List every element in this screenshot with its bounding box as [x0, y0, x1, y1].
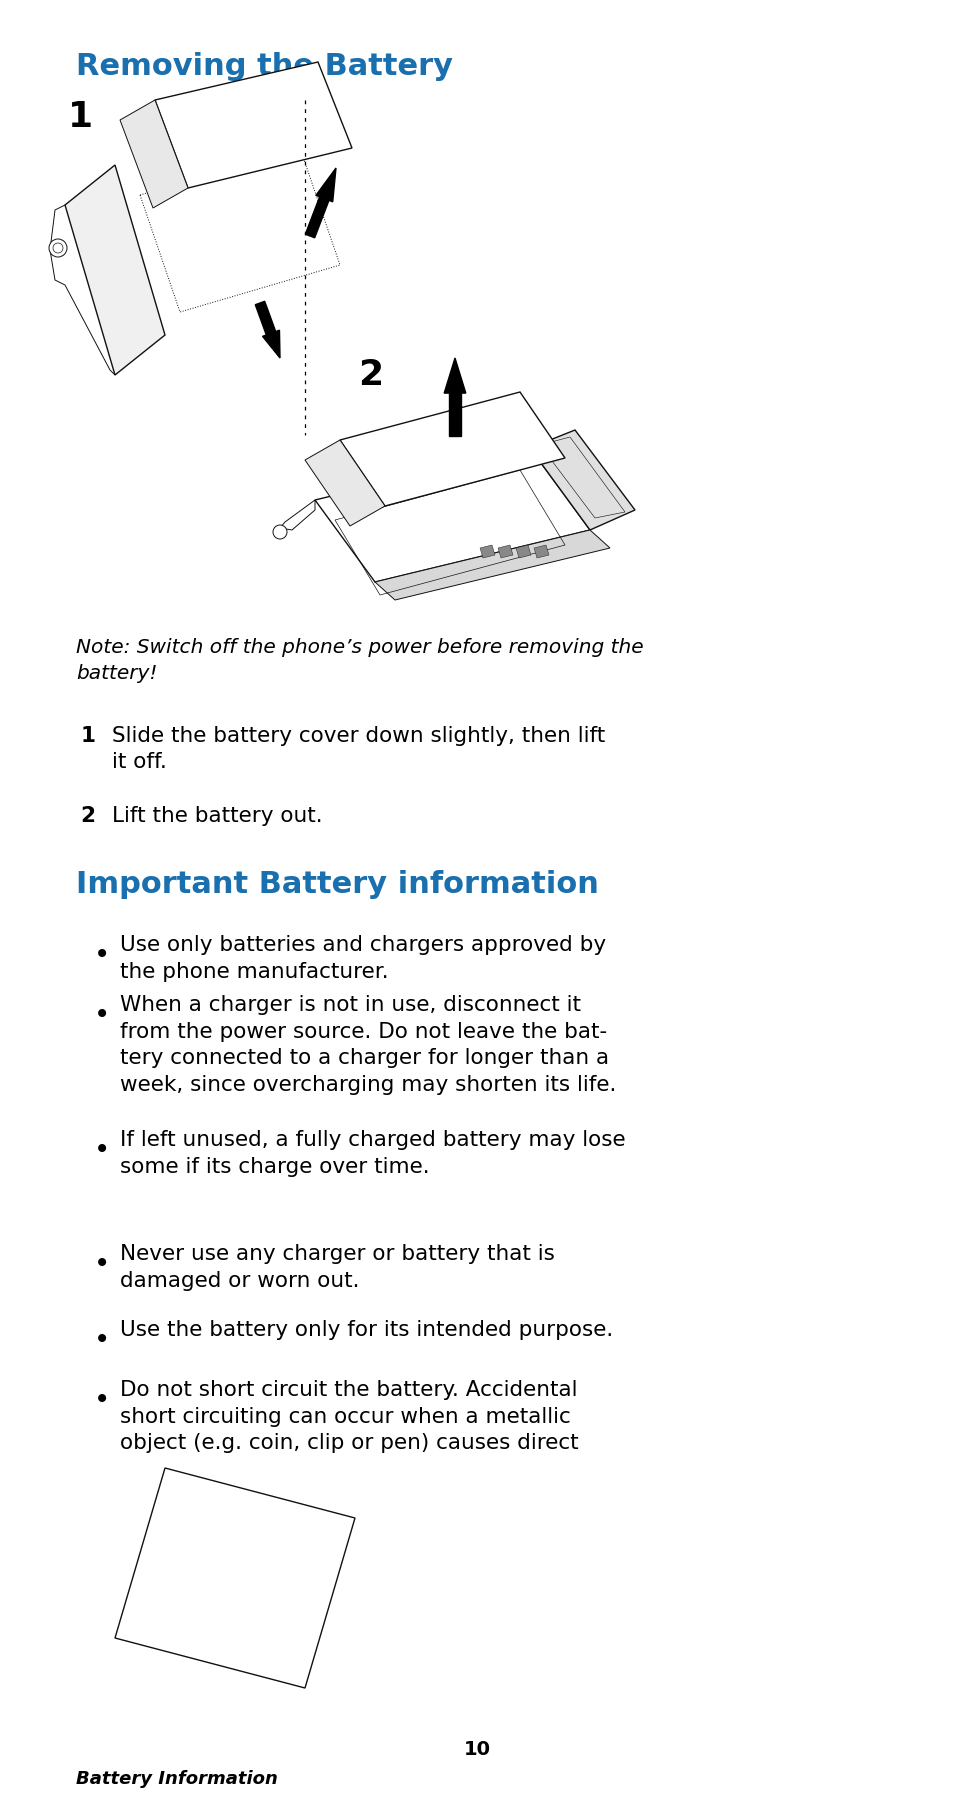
Text: Use only batteries and chargers approved by
the phone manufacturer.: Use only batteries and chargers approved…	[120, 936, 606, 981]
Polygon shape	[339, 391, 564, 507]
Polygon shape	[516, 545, 531, 557]
Polygon shape	[314, 447, 589, 582]
Polygon shape	[444, 359, 465, 393]
Polygon shape	[534, 545, 548, 557]
Text: Lift the battery out.: Lift the battery out.	[112, 806, 323, 826]
Circle shape	[273, 525, 287, 539]
Text: Slide the battery cover down slightly, then lift
it off.: Slide the battery cover down slightly, t…	[112, 727, 605, 772]
Polygon shape	[305, 197, 329, 238]
Polygon shape	[497, 545, 513, 557]
Text: 1: 1	[80, 727, 95, 746]
Text: Removing the Battery: Removing the Battery	[76, 52, 453, 81]
Circle shape	[49, 240, 67, 258]
Text: Battery Information: Battery Information	[76, 1771, 278, 1789]
Polygon shape	[120, 99, 188, 207]
Polygon shape	[479, 545, 495, 557]
Text: •: •	[94, 941, 111, 968]
Polygon shape	[255, 301, 275, 335]
Text: Use the battery only for its intended purpose.: Use the battery only for its intended pu…	[120, 1320, 613, 1340]
Text: •: •	[94, 1001, 111, 1030]
Polygon shape	[375, 530, 609, 600]
Polygon shape	[315, 168, 335, 202]
Text: •: •	[94, 1325, 111, 1354]
Polygon shape	[115, 1468, 355, 1688]
Polygon shape	[530, 429, 635, 530]
Text: If left unused, a fully charged battery may lose
some if its charge over time.: If left unused, a fully charged battery …	[120, 1130, 625, 1177]
Text: •: •	[94, 1249, 111, 1278]
Text: 2: 2	[80, 806, 95, 826]
Polygon shape	[262, 330, 280, 359]
Text: 1: 1	[68, 99, 93, 133]
Text: Never use any charger or battery that is
damaged or worn out.: Never use any charger or battery that is…	[120, 1244, 555, 1291]
Text: •: •	[94, 1136, 111, 1165]
Polygon shape	[449, 393, 460, 436]
Text: •: •	[94, 1387, 111, 1414]
Text: Important Battery information: Important Battery information	[76, 871, 598, 900]
Polygon shape	[154, 61, 352, 188]
Text: When a charger is not in use, disconnect it
from the power source. Do not leave : When a charger is not in use, disconnect…	[120, 995, 616, 1094]
Polygon shape	[65, 166, 165, 375]
Text: Do not short circuit the battery. Accidental
short circuiting can occur when a m: Do not short circuit the battery. Accide…	[120, 1379, 578, 1453]
Text: 2: 2	[357, 359, 383, 391]
Polygon shape	[305, 440, 385, 526]
Text: Note: Switch off the phone’s power before removing the
battery!: Note: Switch off the phone’s power befor…	[76, 638, 643, 683]
Polygon shape	[280, 499, 314, 530]
Text: 10: 10	[463, 1740, 490, 1760]
